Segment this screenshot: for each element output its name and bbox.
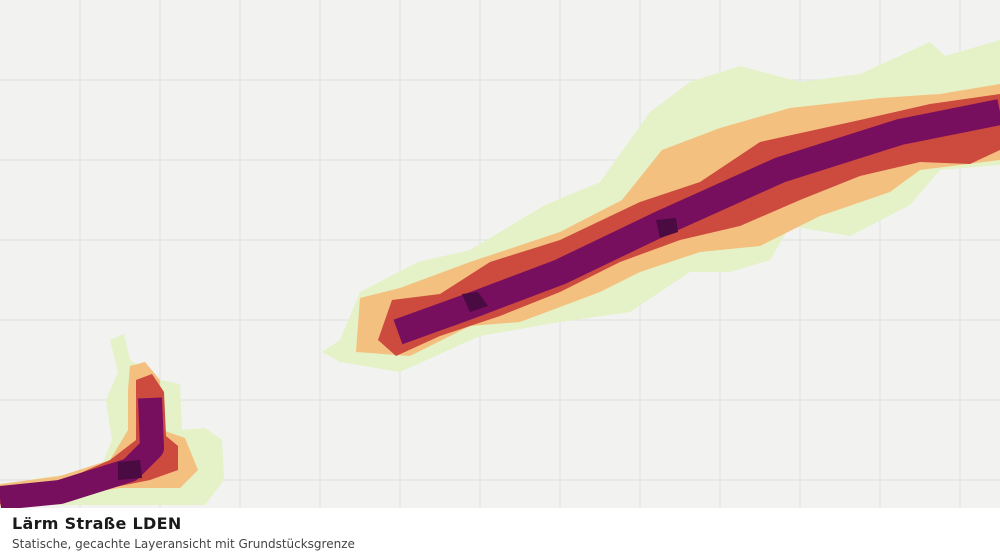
map-canvas: [0, 0, 1000, 508]
noise-zone-peak: [118, 460, 142, 480]
noise-zone-peak: [656, 218, 678, 238]
layer-caption: Lärm Straße LDEN Statische, gecachte Lay…: [0, 508, 1000, 560]
noise-zone-peak: [462, 292, 488, 312]
noise-main-corridor: [322, 40, 1000, 372]
layer-title: Lärm Straße LDEN: [12, 514, 182, 533]
noise-lower-left: [0, 334, 224, 508]
layer-subtitle: Statische, gecachte Layeransicht mit Gru…: [12, 537, 355, 551]
